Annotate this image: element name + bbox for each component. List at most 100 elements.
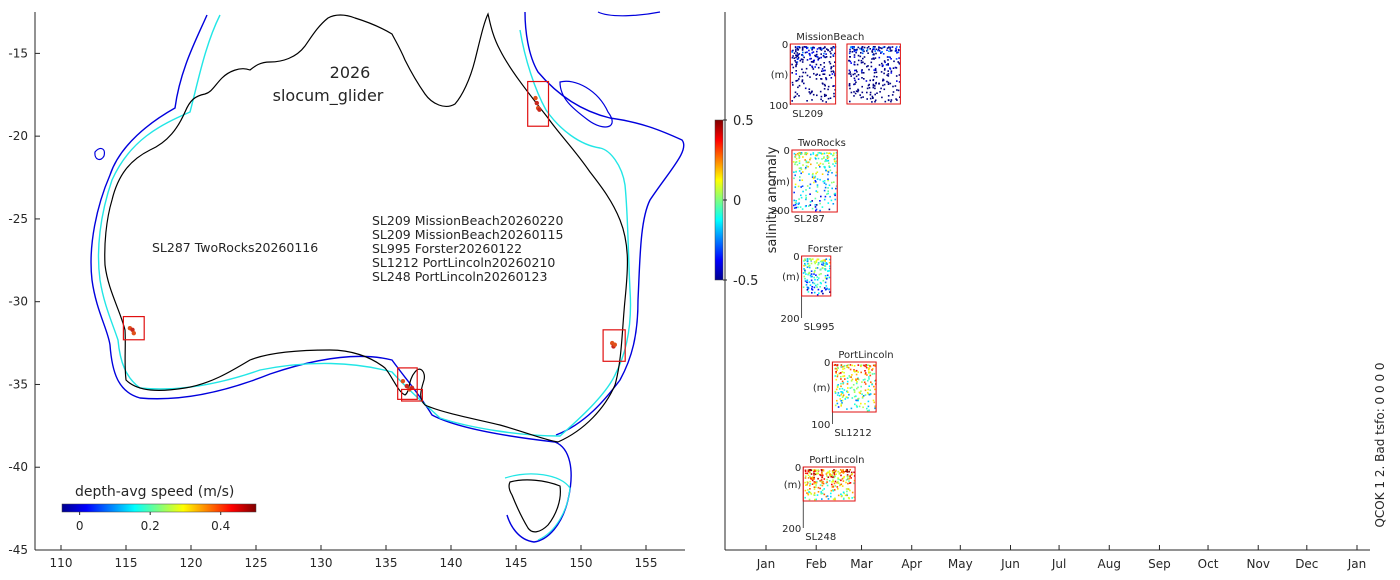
profile-data-point — [804, 477, 807, 479]
profile-data-point — [799, 176, 801, 178]
profile-data-point — [864, 370, 866, 372]
profile-data-point — [846, 477, 849, 480]
profile-data-point — [846, 474, 849, 476]
profile-data-point — [863, 56, 866, 58]
profile-data-point — [832, 490, 835, 492]
profile-data-point — [823, 52, 825, 55]
profile-data-point — [809, 274, 812, 277]
time-x-tick-label: Aug — [1098, 557, 1121, 571]
profile-data-point — [857, 371, 859, 373]
profile-data-point — [887, 63, 889, 65]
profile-data-point — [887, 73, 890, 75]
profile-y-axis-label: (m) — [813, 383, 831, 394]
profile-data-point — [819, 152, 822, 154]
profile-data-point — [818, 164, 820, 166]
profile-data-point — [807, 165, 809, 168]
profile-data-point — [833, 95, 835, 98]
map-x-tick-label: 110 — [50, 556, 73, 570]
speed-colorbar-ticks: 0 0.2 0.4 — [76, 512, 230, 533]
profile-data-point — [848, 470, 850, 473]
profile-data-point — [880, 71, 883, 73]
profile-data-point — [851, 397, 854, 399]
profile-data-point — [826, 157, 829, 160]
map-y-tick-label: -30 — [8, 295, 28, 309]
profile-data-point — [824, 46, 826, 48]
profile-data-point — [856, 387, 858, 390]
profile-data-point — [815, 469, 818, 472]
profile-data-point — [870, 65, 873, 68]
profile-data-point — [864, 389, 867, 392]
profile-data-point — [810, 273, 813, 275]
profile-data-point — [810, 163, 812, 166]
profile-data-point — [842, 368, 844, 370]
profile-data-point — [827, 187, 829, 189]
glider-track-point — [537, 107, 542, 112]
profile-data-point — [804, 153, 806, 155]
profile-data-point — [853, 63, 856, 66]
profile-data-point — [810, 477, 812, 479]
profile-data-point — [857, 46, 860, 49]
profile-data-point — [840, 493, 842, 496]
profile-data-point — [837, 471, 839, 473]
map-title: 2026 — [330, 63, 371, 82]
profile-data-point — [813, 482, 816, 485]
profile-data-point — [823, 182, 826, 184]
profile-data-point — [871, 369, 873, 371]
profile-data-point — [811, 286, 813, 288]
profile-data-point — [813, 47, 815, 49]
region-box-portlincoln — [401, 388, 424, 402]
profile-data-point — [846, 365, 849, 368]
profile-data-point — [850, 62, 852, 64]
profile-data-point — [849, 482, 852, 484]
profile-data-point — [870, 381, 872, 383]
profile-y-axis-label: (m) — [782, 272, 800, 283]
profile-data-point — [809, 483, 811, 485]
profile-data-point — [819, 484, 822, 486]
profile-data-point — [794, 59, 796, 62]
profile-data-point — [835, 171, 838, 174]
profile-data-point — [855, 90, 858, 92]
profile-data-point — [869, 374, 872, 377]
profile-data-point — [830, 153, 832, 155]
profile-data-point — [813, 181, 815, 184]
profile-data-point — [866, 410, 869, 412]
profile-data-point — [851, 374, 853, 376]
profile-data-point — [802, 164, 804, 166]
profile-data-point — [862, 57, 864, 60]
profile-data-point — [809, 76, 811, 78]
annotation-east-line: SL1212 PortLincoln20260210 — [372, 255, 555, 270]
profile-data-point — [837, 406, 840, 408]
profile-data-point — [813, 176, 815, 179]
profile-data-point — [801, 68, 803, 71]
profile-data-point — [872, 399, 875, 402]
profile-data-point — [820, 56, 822, 59]
profile-data-point — [798, 157, 801, 159]
profile-data-point — [857, 88, 859, 91]
profile-data-point — [873, 372, 876, 375]
profile-data-point — [855, 81, 857, 84]
profile-data-point — [791, 56, 794, 59]
profile-data-point — [799, 46, 801, 49]
profile-data-point — [813, 286, 816, 289]
profile-data-point — [809, 469, 812, 471]
profile-data-point — [803, 259, 806, 261]
profile-data-point — [794, 174, 796, 177]
profile-data-point — [857, 89, 860, 92]
profile-data-point — [832, 470, 834, 472]
profile-glider-label: SL248 — [805, 532, 836, 543]
profile-data-point — [801, 61, 804, 63]
profile-data-point — [832, 480, 835, 483]
profile-data-point — [793, 152, 796, 155]
profile-data-point — [822, 292, 824, 295]
profile-data-point — [829, 169, 832, 172]
profile-data-point — [862, 48, 865, 51]
profile-data-point — [817, 58, 820, 60]
profile-data-point — [826, 287, 828, 290]
profile-data-point — [872, 47, 875, 49]
profile-data-point — [867, 46, 870, 48]
profile-data-point — [885, 64, 888, 66]
profile-data-point — [817, 288, 820, 291]
profile-data-point — [859, 55, 862, 58]
profile-data-point — [793, 199, 796, 202]
profile-data-point — [813, 59, 815, 62]
